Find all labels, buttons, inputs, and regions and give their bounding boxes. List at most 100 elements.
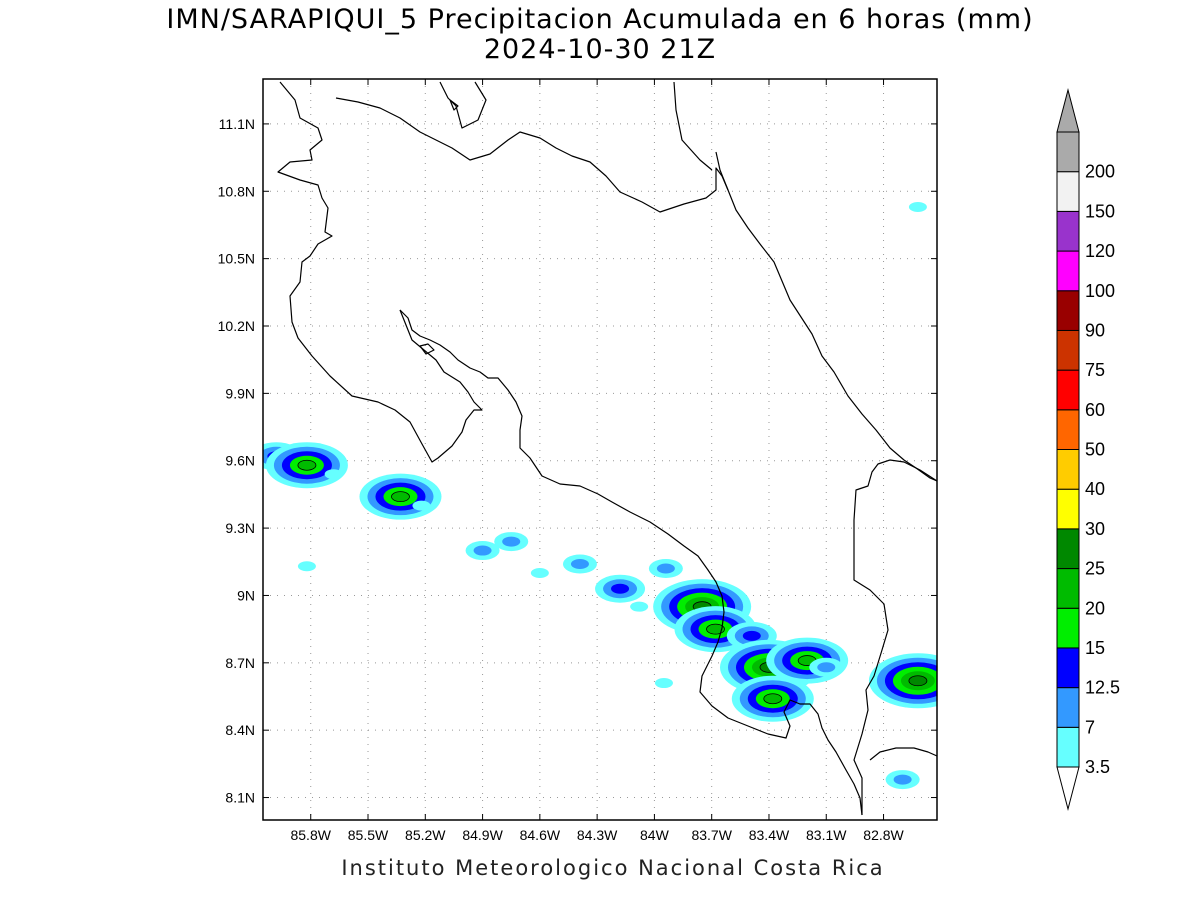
colorbar-label: 50: [1085, 440, 1105, 460]
precip-contour-7: [893, 774, 912, 785]
precip-cell: [562, 554, 597, 574]
precip-cell: [595, 574, 646, 603]
lon-tick-label: 85.8W: [290, 827, 331, 843]
colorbar-swatch: [1056, 171, 1080, 212]
colorbar-label: 90: [1085, 320, 1105, 340]
pacific-coast-north: [277, 81, 483, 463]
lat-tick-label: 10.8N: [218, 183, 255, 199]
map-title: IMN/SARAPIQUI_5 Precipitacion Acumulada …: [166, 4, 1034, 35]
colorbar-swatch: [1056, 726, 1080, 768]
caribbean-coast: [715, 151, 937, 482]
precip-contour-7: [473, 545, 492, 556]
colorbar-swatch: [1056, 329, 1080, 371]
colorbar-label: 200: [1085, 162, 1115, 182]
lon-tick-label: 84.9W: [462, 827, 503, 843]
colorbar-swatch: [1056, 290, 1080, 331]
precip-contour-7: [570, 559, 589, 570]
colorbar-label: 30: [1085, 519, 1105, 539]
colorbar-label: 100: [1085, 281, 1115, 301]
nicaragua-inland: [673, 81, 713, 171]
lat-tick-label: 9.3N: [225, 520, 255, 536]
precip-contour-3.5: [324, 469, 343, 480]
precip-contour-7: [817, 662, 836, 673]
precip-contour-3.5: [412, 500, 431, 511]
lon-tick-label: 85.2W: [405, 827, 446, 843]
precip-contour-20: [706, 623, 725, 635]
precip-contour-3.5: [630, 601, 649, 612]
lat-tick-label: 10.2N: [218, 318, 255, 334]
coastline-layer: [277, 81, 937, 816]
colorbar-max-arrow: [1056, 88, 1080, 133]
precip-cell: [630, 601, 649, 612]
colorbar-label: 60: [1085, 400, 1105, 420]
precip-cell: [494, 532, 529, 552]
precip-contour-7: [656, 563, 675, 574]
colorbar-swatch: [1056, 607, 1080, 649]
colorbar-swatch: [1056, 568, 1080, 609]
colorbar-swatch: [1056, 210, 1080, 252]
lat-tick-label: 11.1N: [219, 116, 255, 132]
precip-cell: [868, 653, 937, 709]
colorbar-label: 150: [1085, 201, 1115, 221]
colorbar-swatch: [1056, 369, 1080, 411]
precip-cell: [265, 442, 348, 489]
nicaragua-border: [335, 97, 729, 213]
precip-cell: [297, 561, 316, 572]
colorbar: 3.5 7 12.5 15 20 25 30 40 50 60 75 90 100 120 150 200: [1056, 88, 1120, 811]
grid-lines: 11.1N 10.8N 10.5N 10.2N 9.9N 9.6N 9.3N 9N 8.7N 8.…: [218, 79, 937, 843]
lon-tick-label: 83.4W: [749, 827, 790, 843]
lat-tick-label: 8.7N: [225, 655, 255, 671]
colorbar-label: 7: [1085, 717, 1095, 737]
colorbar-swatch: [1056, 488, 1080, 530]
lon-tick-label: 84W: [640, 827, 670, 843]
gulf-island: [419, 343, 435, 355]
precip-contour-3.5: [530, 568, 549, 578]
precip-contour-25: [908, 675, 928, 687]
colorbar-swatch: [1056, 528, 1080, 570]
lon-tick-label: 84.6W: [520, 827, 561, 843]
precip-contour-3.5: [908, 201, 927, 212]
plot-frame: [262, 78, 938, 821]
precip-contour-3.5: [654, 678, 673, 689]
colorbar-label: 15: [1085, 638, 1105, 658]
map-subtitle: 2024-10-30 21Z: [483, 34, 717, 65]
lat-tick-label: 8.4N: [225, 722, 255, 738]
precip-cell: [465, 541, 500, 561]
lake-island: [449, 99, 459, 111]
precip-contour-20: [763, 693, 783, 705]
precip-cell: [885, 770, 920, 790]
colorbar-min-arrow: [1056, 766, 1080, 811]
colorbar-swatch: [1056, 449, 1080, 490]
precip-cell: [648, 559, 683, 579]
precip-contour-12.5: [742, 630, 761, 641]
precip-cell: [908, 201, 927, 212]
footer-credit: Instituto Meteorologico Nacional Costa R…: [341, 856, 885, 880]
lon-tick-label: 83.7W: [691, 827, 732, 843]
colorbar-label: 40: [1085, 479, 1105, 499]
precipitation-layer: [263, 201, 937, 790]
colorbar-swatch: [1056, 409, 1080, 450]
colorbar-swatch: [1056, 687, 1080, 728]
lat-tick-label: 9N: [237, 587, 255, 603]
colorbar-swatch: [1056, 647, 1080, 689]
panama-border: [853, 459, 937, 815]
precip-cell: [731, 675, 814, 722]
lon-tick-label: 82.8W: [863, 827, 904, 843]
colorbar-label: 20: [1085, 598, 1105, 618]
panama-pacific-coast: [869, 747, 937, 761]
precip-contour-20: [297, 459, 317, 471]
precip-cell: [324, 469, 343, 480]
precip-cell: [809, 657, 844, 677]
precip-cell: [654, 678, 673, 689]
osa-peninsula-coast: [699, 663, 863, 816]
precip-contour-7: [502, 536, 521, 547]
colorbar-label: 75: [1085, 360, 1105, 380]
lat-tick-label: 8.1N: [225, 790, 255, 806]
colorbar-swatch: [1056, 131, 1080, 173]
colorbar-label: 120: [1085, 241, 1115, 261]
precip-contour-3.5: [297, 561, 316, 572]
precip-cell: [412, 500, 431, 511]
pacific-coast-central: [399, 309, 725, 665]
colorbar-label: 3.5: [1085, 757, 1110, 777]
